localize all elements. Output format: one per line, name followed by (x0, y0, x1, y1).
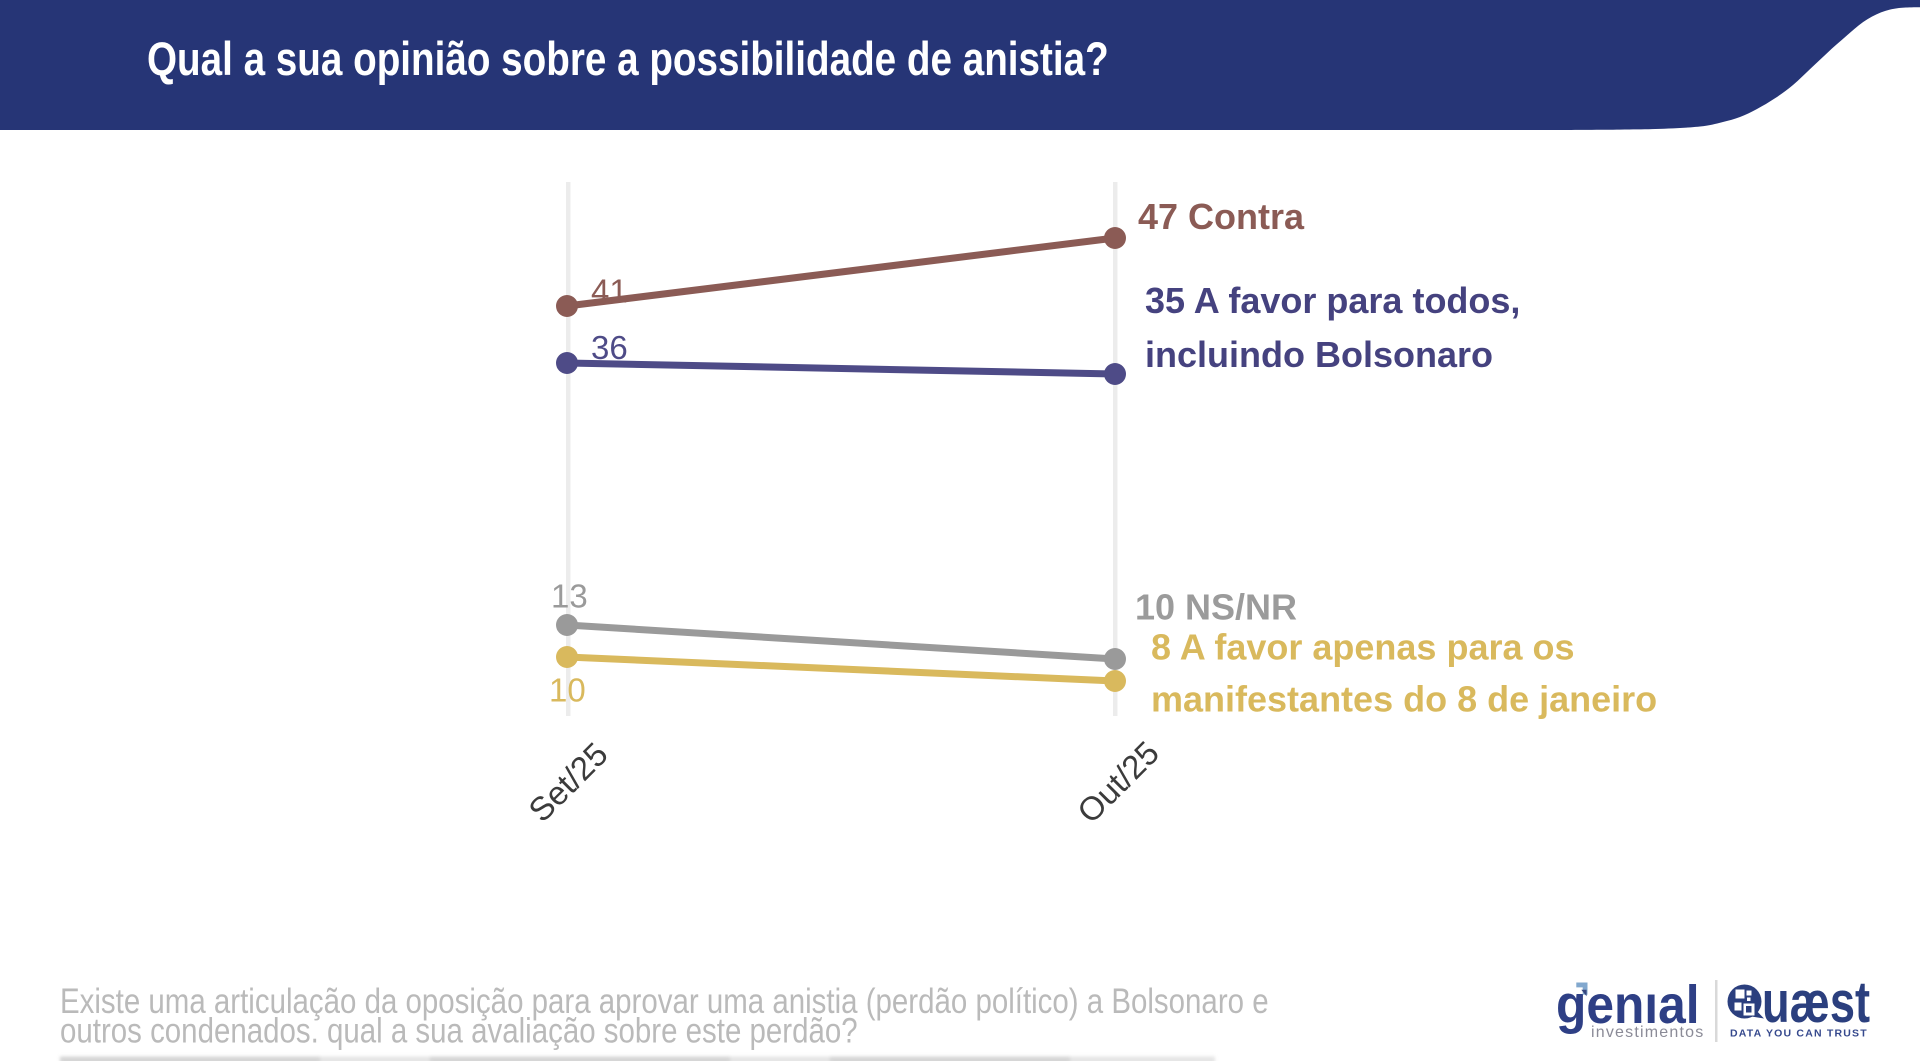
svg-text:manifestantes do 8 de janeiro: manifestantes do 8 de janeiro (1151, 679, 1657, 720)
svg-text:47 Contra: 47 Contra (1138, 196, 1305, 237)
svg-text:35 A favor para todos,: 35 A favor para todos, (1145, 280, 1520, 321)
svg-text:Existe uma articulação da opos: Existe uma articulação da oposição para … (60, 982, 1269, 1021)
svg-text:outros condenados. qual a sua: outros condenados. qual a sua avaliação … (60, 1011, 858, 1050)
svg-text:incluindo Bolsonaro: incluindo Bolsonaro (1145, 334, 1493, 375)
svg-text:41: 41 (591, 273, 628, 310)
svg-text:10: 10 (549, 672, 586, 709)
svg-text:13: 13 (551, 578, 588, 615)
svg-text:10 NS/NR: 10 NS/NR (1135, 587, 1297, 628)
svg-text:Qual a sua opinião sobre a pos: Qual a sua opinião sobre a possibilidade… (147, 33, 1109, 85)
svg-text:DATA YOU CAN TRUST: DATA YOU CAN TRUST (1730, 1028, 1868, 1040)
svg-text:8 A favor apenas para os: 8 A favor apenas para os (1151, 627, 1575, 668)
svg-text:uæst: uæst (1762, 971, 1870, 1036)
svg-text:investimentos: investimentos (1591, 1024, 1704, 1041)
svg-text:36: 36 (591, 329, 628, 366)
